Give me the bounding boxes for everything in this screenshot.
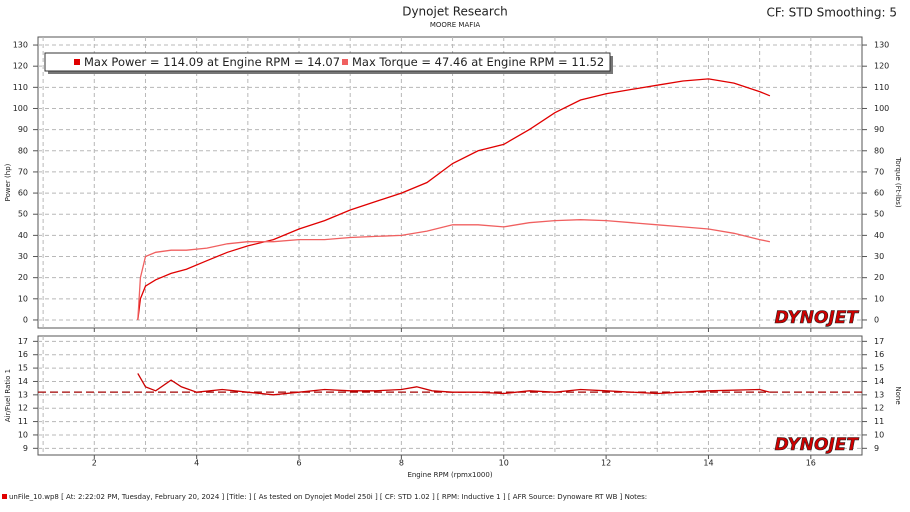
legend-marker	[342, 59, 348, 65]
y-tick-label: 110	[13, 83, 28, 92]
y-tick-label: 10	[18, 430, 28, 439]
y2-tick-label: 12	[874, 404, 884, 413]
footer-icon	[2, 494, 7, 499]
y2-tick-label: 120	[874, 62, 889, 71]
x-tick-label: 6	[296, 459, 301, 468]
y-tick-label: 50	[18, 210, 28, 219]
y2-tick-label: 30	[874, 252, 884, 261]
y2-tick-label: 130	[874, 41, 889, 50]
y2-tick-label: 20	[874, 273, 884, 282]
y-axis-label: Power (hp)	[4, 163, 12, 201]
y2-tick-label: 100	[874, 104, 889, 113]
y2-tick-label: 70	[874, 167, 884, 176]
y2-tick-label: 110	[874, 83, 889, 92]
logo: DYNOJET	[775, 435, 860, 455]
y-tick-label: 0	[23, 315, 28, 324]
y-tick-label: 70	[18, 167, 28, 176]
legend-box	[44, 52, 611, 72]
y-tick-label: 20	[18, 273, 28, 282]
y2-tick-label: 10	[874, 294, 884, 303]
y2-tick-label: 13	[874, 390, 884, 399]
y-tick-label: 14	[18, 377, 28, 386]
y2-tick-label: 9	[874, 444, 879, 453]
data-line	[137, 219, 771, 321]
y-tick-label: 80	[18, 146, 28, 155]
y-tick-label: 10	[18, 294, 28, 303]
legend-entry: Max Torque = 47.46 at Engine RPM = 11.52	[352, 55, 604, 69]
y2-tick-label: 90	[874, 125, 884, 134]
y-tick-label: 15	[18, 364, 28, 373]
y-tick-label: 13	[18, 390, 28, 399]
data-line	[137, 78, 771, 321]
y-tick-label: 40	[18, 231, 28, 240]
y2-tick-label: 16	[874, 350, 884, 359]
y-tick-label: 60	[18, 189, 28, 198]
x-tick-label: 4	[194, 459, 199, 468]
data-line	[137, 373, 771, 396]
y2-tick-label: 80	[874, 146, 884, 155]
x-tick-label: 14	[703, 459, 713, 468]
y2-tick-label: 14	[874, 377, 884, 386]
x-tick-label: 10	[499, 459, 509, 468]
plot-area	[37, 335, 863, 456]
y-axis-label: Air/Fuel Ratio 1	[4, 369, 12, 422]
y-tick-label: 16	[18, 350, 28, 359]
x-tick-label: 12	[601, 459, 611, 468]
legend-marker	[74, 59, 80, 65]
x-tick-label: 8	[399, 459, 404, 468]
y-tick-label: 30	[18, 252, 28, 261]
logo: DYNOJET	[775, 308, 860, 328]
y2-tick-label: 0	[874, 315, 879, 324]
legend-entry: Max Power = 114.09 at Engine RPM = 14.07	[84, 55, 340, 69]
y2-tick-label: 15	[874, 364, 884, 373]
y-tick-label: 130	[13, 41, 28, 50]
chart-title: Dynojet Research	[402, 5, 508, 19]
y2-axis-label: None	[894, 386, 902, 404]
y-tick-label: 9	[23, 444, 28, 453]
y2-tick-label: 60	[874, 189, 884, 198]
y-tick-label: 90	[18, 125, 28, 134]
y2-tick-label: 17	[874, 337, 884, 346]
y-tick-label: 17	[18, 337, 28, 346]
settings-text: CF: STD Smoothing: 5	[766, 6, 897, 20]
y-tick-label: 11	[18, 417, 28, 426]
y-tick-label: 12	[18, 404, 28, 413]
footer: unFile_10.wp8 [ At: 2:22:02 PM, Tuesday,…	[9, 493, 647, 501]
chart-subtitle: MOORE MAFIA	[430, 21, 480, 29]
legend: Max Power = 114.09 at Engine RPM = 14.07…	[44, 52, 613, 74]
y2-axis-label: Torque (Ft-lbs)	[894, 156, 902, 208]
y-tick-label: 100	[13, 104, 28, 113]
y-tick-label: 120	[13, 62, 28, 71]
y2-tick-label: 10	[874, 430, 884, 439]
x-axis-label: Engine RPM (rpmx1000)	[407, 471, 492, 479]
x-tick-label: 2	[92, 459, 97, 468]
y2-tick-label: 40	[874, 231, 884, 240]
x-tick-label: 16	[806, 459, 816, 468]
plot-area	[37, 36, 863, 329]
y2-tick-label: 50	[874, 210, 884, 219]
y2-tick-label: 11	[874, 417, 884, 426]
